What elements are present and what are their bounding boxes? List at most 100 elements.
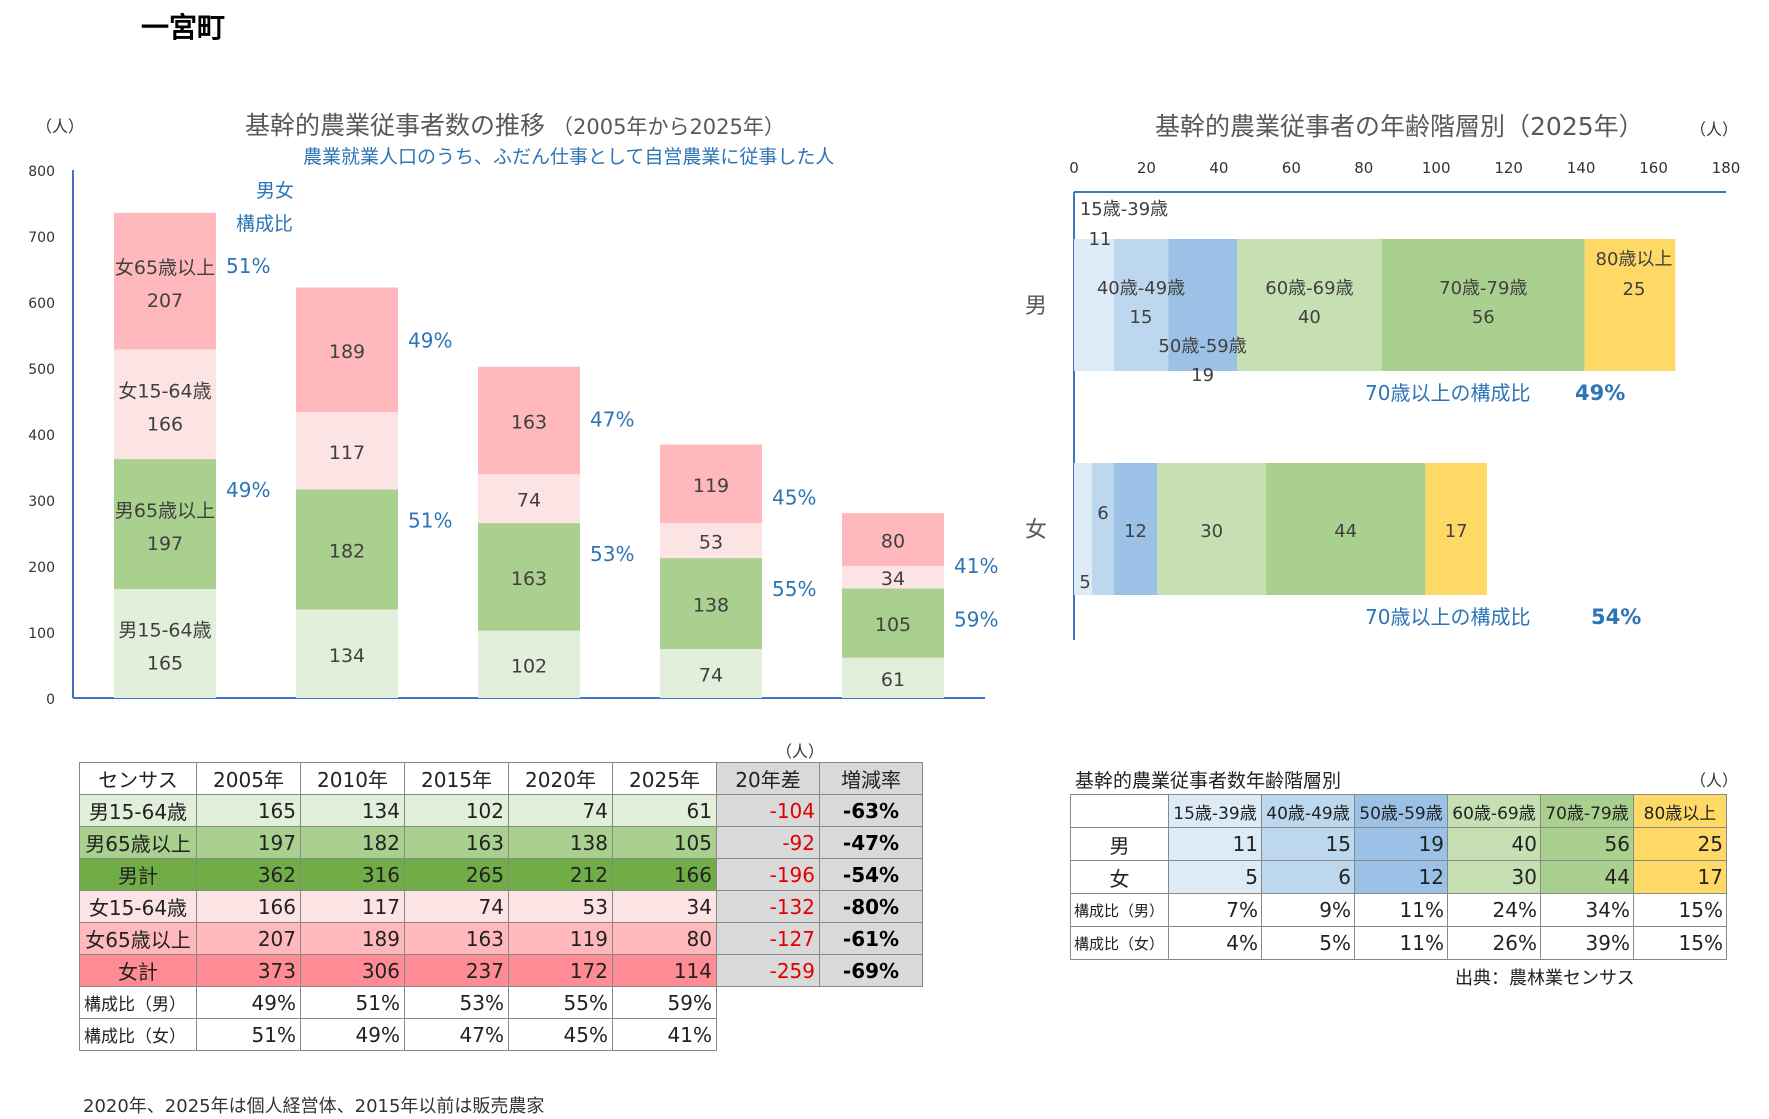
segment-value-label: 207 [147, 290, 183, 312]
rate-cell: -80% [819, 890, 923, 923]
bar-segment [1265, 463, 1426, 595]
segment-value-label: 197 [147, 533, 183, 555]
segment-value-label: 30 [1200, 521, 1223, 542]
table-cell: 74 [508, 794, 613, 827]
trend-stacked-bar-chart: 基幹的農業従事者数の推移 （2005年から2025年） 農業就業人口のうち、ふだ… [28, 111, 998, 708]
table-cell: 19 [1354, 827, 1448, 861]
table-row: 男計 362 316 265 212 166 -196 -54% [79, 858, 923, 891]
bar-segment [296, 489, 398, 610]
y-tick-label: 300 [28, 494, 55, 510]
table-row: 女計 373 306 237 172 114 -259 -69% [79, 954, 923, 987]
male-ratio-label: 59% [954, 607, 998, 631]
table-row: 構成比（女） 4% 5% 11% 26% 39% 15% [1070, 926, 1727, 960]
age-table: 15歳-39歳 40歳-49歳 50歳-59歳 60歳-69歳 70歳-79歳 80歳以上… [1070, 794, 1727, 960]
segment-value-label: 40 [1298, 307, 1321, 328]
segment-series-label: 男15-64歳 [118, 620, 211, 642]
table-cell: 237 [404, 954, 509, 987]
table-cell: 34% [1540, 893, 1634, 927]
table-cell: 373 [196, 954, 301, 987]
diff-cell: -127 [716, 922, 820, 955]
bar-segment [1113, 463, 1158, 595]
bar-segment [842, 513, 944, 566]
y-tick-label: 700 [28, 230, 55, 246]
segment-value-label: 44 [1334, 521, 1357, 542]
bar-segment [842, 588, 944, 658]
bar-segment [296, 412, 398, 490]
segment-value-label: 17 [1445, 521, 1468, 542]
chart1-title-sub: （2005年から2025年） [552, 115, 785, 139]
segment-value-label: 15 [1130, 307, 1153, 328]
table-cell: 41% [612, 1018, 717, 1051]
segment-value-label: 34 [881, 568, 905, 590]
segment-value-label: 105 [875, 614, 911, 636]
table-cell: 74 [404, 890, 509, 923]
table-cell: 51% [196, 1018, 301, 1051]
footnote: 2020年、2025年は個人経営体、2015年以前は販売農家 [83, 1096, 545, 1117]
table-cell: 24% [1447, 893, 1541, 927]
table-cell: 102 [404, 794, 509, 827]
table-row: 男15-64歳 165 134 102 74 61 -104 -63% [79, 794, 923, 827]
table-row: 構成比（男） 49% 51% 53% 55% 59% [79, 986, 923, 1019]
table-row: 女 5 6 12 30 44 17 [1070, 860, 1727, 894]
x-tick-label: 140 [1567, 159, 1596, 177]
segment-value-label: 6 [1097, 503, 1108, 524]
table-cell: 15 [1261, 827, 1355, 861]
x-tick-label: 80 [1354, 159, 1373, 177]
table-cell: 11% [1354, 926, 1448, 960]
table-cell: 17 [1633, 860, 1727, 894]
rate-cell: -61% [819, 922, 923, 955]
table-cell: 105 [612, 826, 717, 859]
x-tick-label: 120 [1494, 159, 1523, 177]
table-cell: 40 [1447, 827, 1541, 861]
segment-value-label: 134 [329, 645, 365, 667]
female-ratio-label: 45% [772, 486, 816, 510]
segment-value-label: 74 [517, 490, 541, 512]
table-cell: 166 [612, 858, 717, 891]
y-category-label: 男 [1025, 294, 1047, 319]
y-tick-label: 600 [28, 296, 55, 312]
table-cell: 189 [300, 922, 405, 955]
bar-segment [478, 523, 580, 631]
female-ratio-label: 47% [590, 408, 634, 432]
bar-segment [1074, 463, 1093, 595]
chart2-unit: （人） [1690, 120, 1738, 139]
row-label: 女計 [79, 954, 197, 987]
table-row: 女65歳以上 207 189 163 119 80 -127 -61% [79, 922, 923, 955]
row-label: 構成比（女） [1070, 926, 1169, 960]
table-cell: 138 [508, 826, 613, 859]
table-header-cell: 増減率 [819, 762, 923, 795]
table-header-cell: 2015年 [404, 762, 509, 795]
y-tick-label: 100 [28, 626, 55, 642]
chart1-ylabel: （人） [36, 117, 84, 136]
segment-value-label: 61 [881, 669, 905, 691]
bar-segment [296, 287, 398, 413]
table-cell: 316 [300, 858, 405, 891]
bar-segment [660, 444, 762, 524]
table1-unit: （人） [776, 742, 825, 761]
y-tick-label: 500 [28, 362, 55, 378]
male-ratio-label: 51% [408, 508, 452, 532]
table-row: 男 11 15 19 40 56 25 [1070, 827, 1727, 861]
table-cell: 12 [1354, 860, 1448, 894]
table-header-row: 15歳-39歳 40歳-49歳 50歳-59歳 60歳-69歳 70歳-79歳 80歳以上 [1070, 794, 1727, 828]
row-label: 女15-64歳 [79, 890, 197, 923]
male-ratio-label: 49% [226, 478, 270, 502]
segment-series-label: 40歳-49歳 [1097, 278, 1185, 299]
bar-segment [114, 589, 216, 698]
segment-value-label: 165 [147, 653, 183, 675]
bar-segment [1237, 239, 1382, 371]
segment-value-label: 163 [511, 411, 547, 433]
x-tick-label: 20 [1137, 159, 1156, 177]
bar-segment [1381, 239, 1585, 371]
bar-segment [114, 349, 216, 460]
table-cell: 49% [196, 986, 301, 1019]
rate-cell: -69% [819, 954, 923, 987]
table-cell: 80 [612, 922, 717, 955]
table-header-cell: 20年差 [716, 762, 820, 795]
table-cell: 5% [1261, 926, 1355, 960]
table2-unit: （人） [1690, 771, 1739, 790]
y-tick-label: 800 [28, 164, 55, 180]
table-cell: 4% [1168, 926, 1262, 960]
row-label: 男15-64歳 [79, 794, 197, 827]
row-label: 構成比（女） [79, 1018, 197, 1051]
